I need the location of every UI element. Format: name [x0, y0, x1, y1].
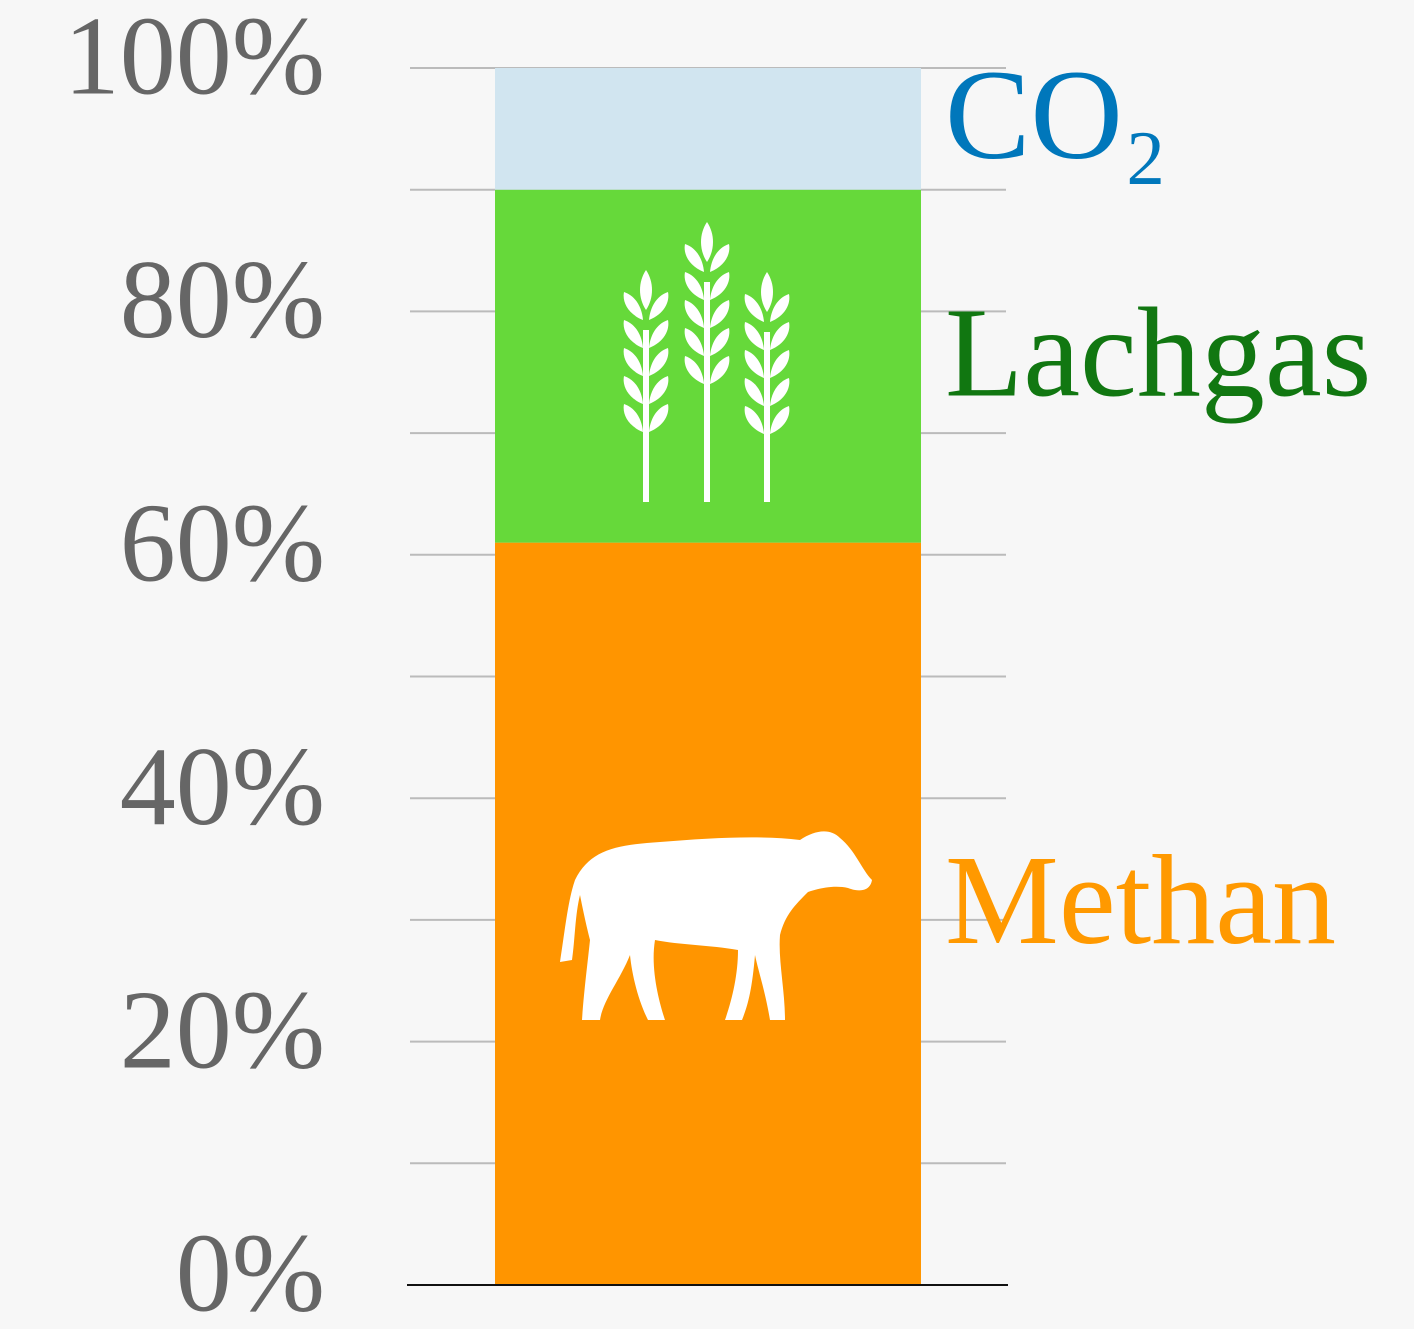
series-label: CO₂: [945, 44, 1167, 186]
cow-icon: [560, 831, 872, 1020]
y-tick-label: 40%: [120, 725, 325, 849]
y-tick-label: 80%: [120, 238, 325, 362]
y-tick-label: 0%: [176, 1212, 325, 1329]
y-tick-label: 60%: [120, 482, 325, 606]
series-label: Lachgas: [945, 282, 1371, 424]
icons: [560, 222, 872, 1020]
y-tick-label: 100%: [64, 0, 325, 119]
labels: 0% 20% 40% 60% 80% 100% Methan Lachgas CO₂: [64, 0, 1372, 1329]
bar-segment: [495, 68, 921, 190]
y-tick-label: 20%: [120, 968, 325, 1092]
wheat-icon: [623, 222, 790, 502]
series-label: Methan: [945, 829, 1336, 971]
